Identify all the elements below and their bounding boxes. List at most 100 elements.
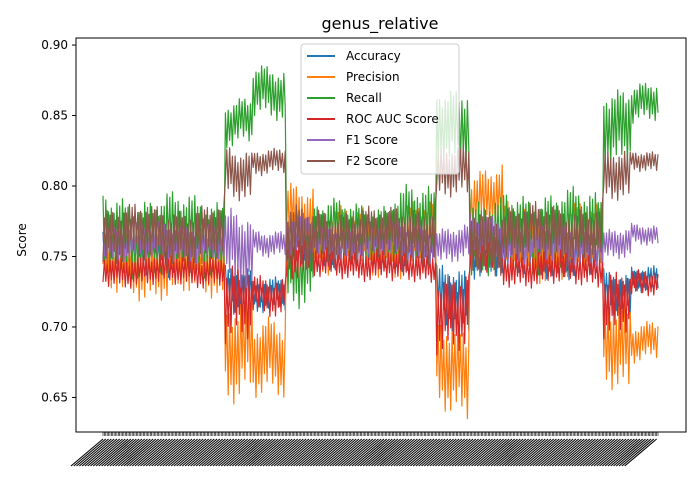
x-tick-label — [181, 438, 215, 467]
x-tick-label — [510, 438, 543, 467]
legend-label: ROC AUC Score — [346, 112, 439, 126]
x-tick-label — [129, 438, 162, 467]
x-tick-label — [599, 438, 632, 467]
x-tick-label — [415, 438, 449, 467]
x-tick-label — [251, 438, 285, 467]
x-tick-label — [254, 438, 287, 467]
x-tick-label — [106, 438, 140, 467]
x-tick-label — [257, 438, 290, 467]
legend-label: Recall — [346, 91, 382, 105]
x-tick-label — [243, 438, 276, 467]
x-tick-label — [607, 438, 641, 467]
x-tick-label — [321, 438, 354, 467]
x-tick-label — [357, 438, 390, 467]
x-tick-label — [237, 438, 271, 467]
x-tick-label — [276, 438, 310, 467]
x-tick-label — [412, 438, 446, 467]
x-tick-label — [565, 438, 599, 467]
x-tick-label — [588, 438, 621, 467]
x-tick-label — [265, 438, 299, 467]
x-tick-label — [549, 438, 582, 467]
x-tick-label — [162, 438, 196, 467]
x-tick-label — [432, 438, 466, 467]
x-tick-label — [193, 438, 226, 467]
x-tick-label — [148, 438, 182, 467]
x-tick-label — [454, 438, 488, 467]
x-tick-label — [126, 438, 159, 467]
y-tick-label: 0.80 — [41, 179, 68, 193]
y-tick-label: 0.70 — [41, 320, 68, 334]
x-tick-label — [159, 438, 193, 467]
x-tick-label — [518, 438, 552, 467]
x-tick-label — [240, 438, 274, 467]
x-tick-label — [490, 438, 524, 467]
x-tick-label — [499, 438, 532, 467]
x-tick-label — [474, 438, 507, 467]
x-axis — [70, 432, 659, 467]
x-tick-label — [156, 438, 190, 467]
x-tick-label — [87, 438, 121, 467]
x-tick-label — [571, 438, 605, 467]
x-tick-label — [273, 438, 307, 467]
x-tick-label — [529, 438, 563, 467]
legend-label: F2 Score — [346, 154, 398, 168]
x-tick-label — [270, 438, 304, 467]
x-tick-label — [293, 438, 326, 467]
x-tick-label — [365, 438, 399, 467]
y-tick-label: 0.75 — [41, 249, 68, 263]
x-tick-label — [354, 438, 388, 467]
x-tick-label — [304, 438, 338, 467]
x-tick-label — [426, 438, 460, 467]
x-tick-label — [187, 438, 221, 467]
x-tick-label — [590, 438, 624, 467]
x-tick-label — [373, 438, 407, 467]
x-tick-label — [538, 438, 571, 467]
x-tick-label — [340, 438, 374, 467]
x-tick-label — [301, 438, 335, 467]
x-tick-label — [101, 438, 134, 467]
x-tick-label — [70, 438, 104, 467]
x-tick-label — [204, 438, 237, 467]
x-tick-label — [604, 438, 638, 467]
x-tick-label — [176, 438, 210, 467]
x-tick-label — [190, 438, 223, 467]
legend-label: F1 Score — [346, 133, 398, 147]
x-tick-label — [421, 438, 454, 467]
x-tick-label — [563, 438, 596, 467]
x-tick-label — [290, 438, 324, 467]
x-tick-label — [212, 438, 246, 467]
x-tick-label — [585, 438, 619, 467]
x-tick-label — [457, 438, 491, 467]
x-tick-label — [134, 438, 168, 467]
x-tick-label — [615, 438, 649, 467]
x-tick-label — [574, 438, 607, 467]
x-tick-label — [295, 438, 329, 467]
x-tick-label — [312, 438, 346, 467]
plot-frame — [75, 37, 687, 433]
x-tick-label — [596, 438, 630, 467]
x-tick-label — [165, 438, 198, 467]
x-tick-label — [515, 438, 549, 467]
x-tick-label — [446, 438, 479, 467]
x-tick-label — [601, 438, 635, 467]
x-tick-label — [560, 438, 593, 467]
x-tick-label — [610, 438, 644, 467]
x-tick-label — [198, 438, 232, 467]
x-tick-label — [140, 438, 173, 467]
x-tick-label — [245, 438, 279, 467]
x-tick-label — [398, 438, 432, 467]
x-tick-label — [145, 438, 179, 467]
chart-title: genus_relative — [322, 14, 439, 34]
x-tick-label — [382, 438, 415, 467]
x-tick-label — [109, 438, 143, 467]
x-tick-label — [551, 438, 585, 467]
x-tick-label — [84, 438, 118, 467]
x-tick-label — [532, 438, 566, 467]
x-tick-label — [407, 438, 440, 467]
x-tick-label — [465, 438, 499, 467]
x-tick-label — [540, 438, 574, 467]
x-tick-label — [234, 438, 268, 467]
x-tick-labels — [70, 438, 657, 467]
x-tick-label — [543, 438, 577, 467]
